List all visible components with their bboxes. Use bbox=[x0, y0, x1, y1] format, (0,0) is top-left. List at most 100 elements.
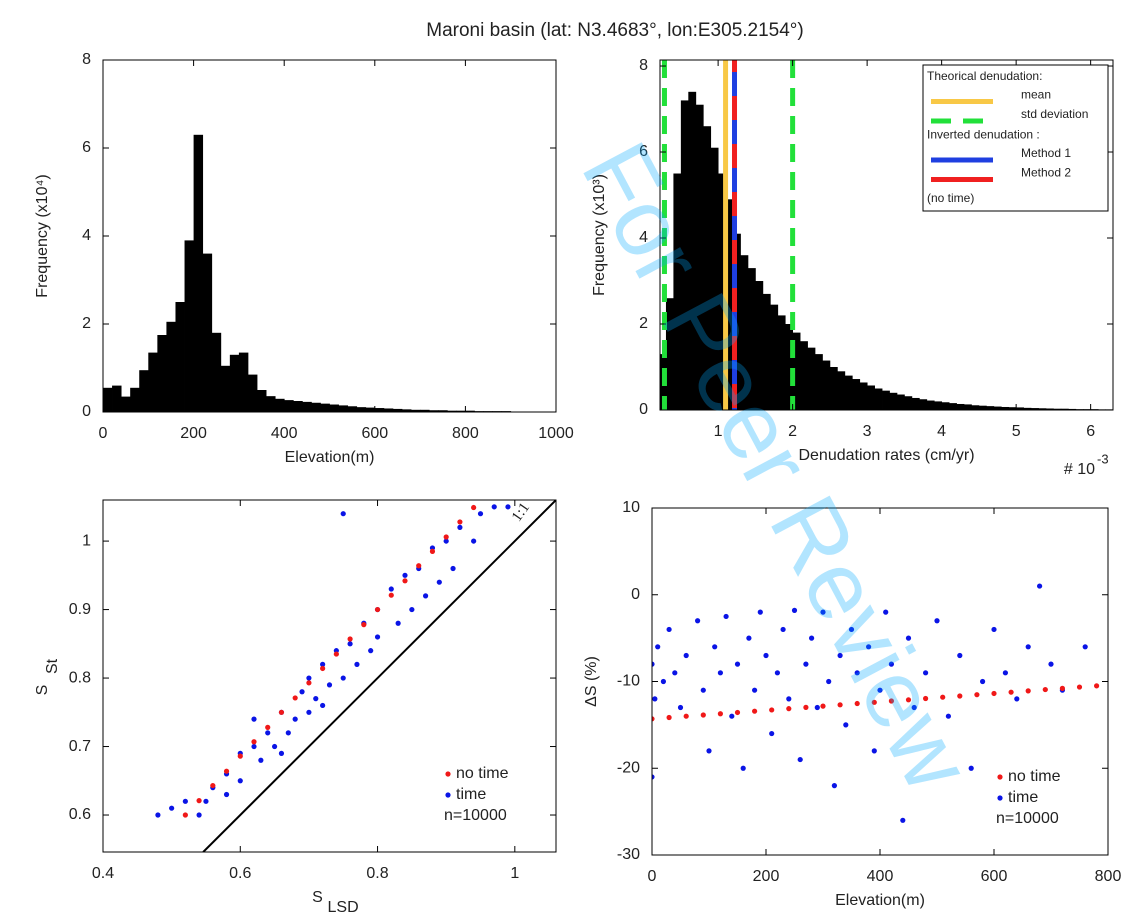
watermark: For Peer Review bbox=[561, 126, 991, 808]
point bbox=[285, 730, 291, 736]
bar bbox=[1053, 408, 1062, 410]
point bbox=[877, 687, 883, 693]
bar bbox=[852, 379, 861, 410]
point bbox=[395, 620, 401, 626]
legend-header: Inverted denudation : bbox=[927, 128, 1040, 142]
point bbox=[974, 692, 980, 698]
point bbox=[723, 613, 729, 620]
point bbox=[278, 709, 285, 715]
point bbox=[854, 700, 860, 707]
point bbox=[905, 697, 912, 703]
bar bbox=[447, 410, 457, 412]
bar bbox=[1045, 408, 1054, 410]
legend-label: Method 1 bbox=[1021, 146, 1071, 160]
bar bbox=[911, 397, 920, 410]
annotation: n=10000 bbox=[996, 810, 1059, 827]
point bbox=[320, 702, 326, 709]
point bbox=[980, 678, 986, 685]
bar bbox=[356, 407, 367, 412]
point bbox=[871, 699, 877, 705]
bar bbox=[680, 100, 689, 410]
bar bbox=[1031, 408, 1039, 410]
legend-marker bbox=[997, 774, 1003, 780]
legend-label: no time bbox=[456, 765, 509, 782]
point bbox=[717, 670, 724, 676]
point bbox=[652, 661, 655, 667]
point bbox=[826, 678, 832, 685]
y-tick-label: 0.8 bbox=[69, 669, 91, 686]
x-tick-label: 1000 bbox=[538, 425, 574, 442]
bar bbox=[807, 347, 816, 410]
y-tick-label: 4 bbox=[639, 229, 648, 246]
y-tick-label: -30 bbox=[617, 846, 640, 863]
bar bbox=[429, 410, 439, 412]
point bbox=[848, 626, 855, 633]
point bbox=[443, 534, 449, 540]
point bbox=[923, 670, 929, 676]
point bbox=[169, 805, 175, 811]
point bbox=[786, 706, 792, 712]
point bbox=[774, 670, 781, 676]
point bbox=[210, 782, 216, 789]
legend-label: no time bbox=[1008, 768, 1061, 785]
x-multiplier: # 10 bbox=[1064, 461, 1095, 478]
bar bbox=[688, 91, 697, 410]
point bbox=[320, 665, 326, 672]
point bbox=[883, 609, 889, 615]
bar bbox=[121, 396, 131, 412]
bar bbox=[1038, 408, 1047, 410]
figure-title: Maroni basin (lat: N3.4683°, lon:E305.21… bbox=[426, 20, 803, 41]
bar bbox=[770, 304, 779, 410]
y-axis-label-sub: St bbox=[44, 658, 61, 674]
point bbox=[1008, 689, 1014, 695]
point bbox=[237, 753, 243, 759]
point bbox=[340, 675, 346, 681]
point bbox=[866, 644, 872, 650]
point bbox=[803, 661, 809, 667]
axes-box bbox=[102, 499, 557, 853]
bar bbox=[949, 403, 957, 410]
point bbox=[237, 778, 243, 784]
x-tick-label: 0 bbox=[648, 868, 657, 885]
point bbox=[354, 661, 360, 667]
y-axis-label: Frequency (x10³) bbox=[591, 174, 608, 296]
bar bbox=[882, 390, 890, 410]
bar bbox=[193, 134, 204, 412]
point bbox=[752, 708, 758, 714]
point bbox=[769, 707, 775, 713]
x-axis-label: S bbox=[312, 889, 323, 906]
point bbox=[505, 504, 511, 510]
y-tick-label: 8 bbox=[82, 51, 91, 68]
point bbox=[265, 730, 271, 736]
bar bbox=[755, 281, 764, 410]
bar bbox=[814, 354, 823, 410]
annotation: n=10000 bbox=[444, 807, 507, 824]
point bbox=[258, 757, 264, 763]
point bbox=[677, 704, 684, 711]
bar bbox=[822, 360, 831, 410]
point bbox=[271, 743, 278, 750]
legend-marker bbox=[445, 771, 451, 777]
x-tick-label: 3 bbox=[863, 423, 872, 440]
point bbox=[368, 648, 374, 654]
point bbox=[871, 748, 877, 754]
axes-box bbox=[102, 59, 557, 413]
point bbox=[182, 812, 188, 818]
point bbox=[652, 774, 655, 780]
point bbox=[780, 626, 786, 633]
y-tick-label: 0 bbox=[639, 401, 648, 418]
bar bbox=[740, 255, 749, 410]
bar bbox=[456, 410, 466, 412]
y-axis-label: S bbox=[34, 685, 51, 696]
point bbox=[905, 635, 912, 641]
bar bbox=[800, 341, 808, 410]
point bbox=[1076, 684, 1083, 690]
bar bbox=[365, 407, 376, 412]
x-axis-label-sub: LSD bbox=[328, 899, 359, 916]
bar bbox=[762, 293, 771, 410]
point bbox=[1059, 685, 1065, 691]
axes-box bbox=[651, 507, 1109, 856]
plot-area bbox=[103, 134, 556, 412]
y-tick-label: 10 bbox=[622, 499, 640, 516]
bar bbox=[130, 387, 140, 412]
